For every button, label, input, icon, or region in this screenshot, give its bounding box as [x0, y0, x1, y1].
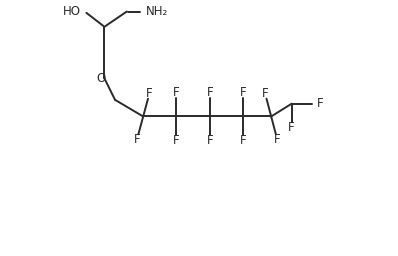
Text: O: O	[96, 72, 105, 84]
Text: F: F	[207, 86, 213, 99]
Text: NH₂: NH₂	[146, 5, 168, 18]
Text: F: F	[240, 86, 246, 99]
Text: F: F	[173, 134, 180, 147]
Text: HO: HO	[63, 5, 81, 18]
Text: F: F	[240, 134, 246, 147]
Text: F: F	[207, 134, 213, 147]
Text: F: F	[173, 86, 180, 99]
Text: F: F	[146, 87, 153, 100]
Text: F: F	[134, 133, 140, 146]
Text: F: F	[274, 133, 281, 146]
Text: F: F	[317, 97, 324, 110]
Text: F: F	[289, 121, 295, 134]
Text: F: F	[262, 87, 268, 100]
